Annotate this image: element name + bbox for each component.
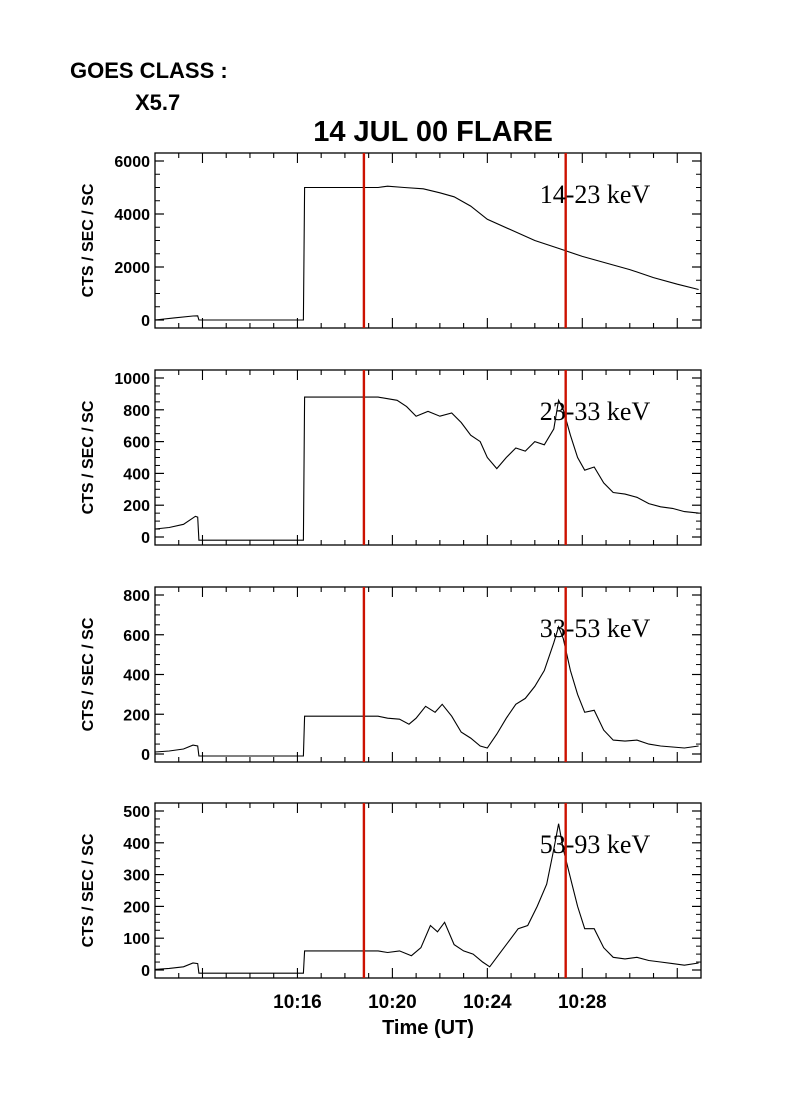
y-tick-label: 0 [141, 963, 150, 980]
y-axis-label: CTS / SEC / SC [80, 400, 97, 514]
panel-3: 0 200 400 600 800 CTS / SEC / SC 33-53 keV [80, 586, 702, 764]
y-tick-label: 200 [123, 498, 150, 515]
series-line-4 [154, 823, 699, 974]
energy-band-label: 33-53 keV [540, 614, 651, 643]
energy-band-label: 14-23 keV [540, 180, 651, 209]
y-tick-label: 800 [123, 588, 150, 605]
y-axis-label: CTS / SEC / SC [80, 183, 97, 297]
x-tick-label: 10:28 [558, 992, 607, 1013]
energy-band-label: 23-33 keV [540, 397, 651, 426]
y-tick-label: 200 [123, 899, 150, 916]
x-tick-label: 10:24 [463, 992, 512, 1013]
y-tick-label: 600 [123, 628, 150, 645]
y-tick-label: 800 [123, 403, 150, 420]
y-tick-label: 0 [141, 747, 150, 764]
y-tick-label: 0 [141, 313, 150, 330]
y-tick-label: 0 [141, 530, 150, 547]
y-tick-label: 400 [123, 836, 150, 853]
panel-4: 0 100 200 300 400 500 CTS / SEC / SC 53-93 keV [80, 802, 702, 980]
goes-class-label: GOES CLASS : [70, 58, 228, 83]
y-tick-label: 400 [123, 466, 150, 483]
x-tick-label: 10:20 [368, 992, 417, 1013]
y-axis-label: CTS / SEC / SC [80, 617, 97, 731]
y-tick-label: 600 [123, 435, 150, 452]
y-tick-label: 100 [123, 931, 150, 948]
y-tick-label: 300 [123, 868, 150, 885]
x-axis: 10:16 10:20 10:24 10:28 [273, 992, 606, 1013]
y-axis-label: CTS / SEC / SC [80, 833, 97, 947]
y-tick-label: 6000 [114, 154, 150, 171]
y-tick-label: 200 [123, 707, 150, 724]
goes-class-value: X5.7 [135, 90, 181, 115]
series-line-2 [154, 396, 699, 541]
y-tick-label: 4000 [114, 207, 150, 224]
y-tick-label: 400 [123, 668, 150, 685]
series-line-3 [154, 625, 699, 757]
series-line-1 [154, 185, 699, 321]
panel-1: 0 2000 4000 6000 CTS / SEC / SC 14-23 keV [80, 152, 702, 330]
x-tick-label: 10:16 [273, 992, 322, 1013]
y-tick-label: 1000 [114, 371, 150, 388]
chart-title: 14 JUL 00 FLARE [313, 116, 553, 148]
y-tick-label: 2000 [114, 260, 150, 277]
panel-2: 0 200 400 600 800 1000 CTS / SEC / SC 23-33 keV [80, 369, 702, 547]
x-axis-label: Time (UT) [382, 1017, 474, 1039]
y-tick-label: 500 [123, 804, 150, 821]
energy-band-label: 53-93 keV [540, 830, 651, 859]
